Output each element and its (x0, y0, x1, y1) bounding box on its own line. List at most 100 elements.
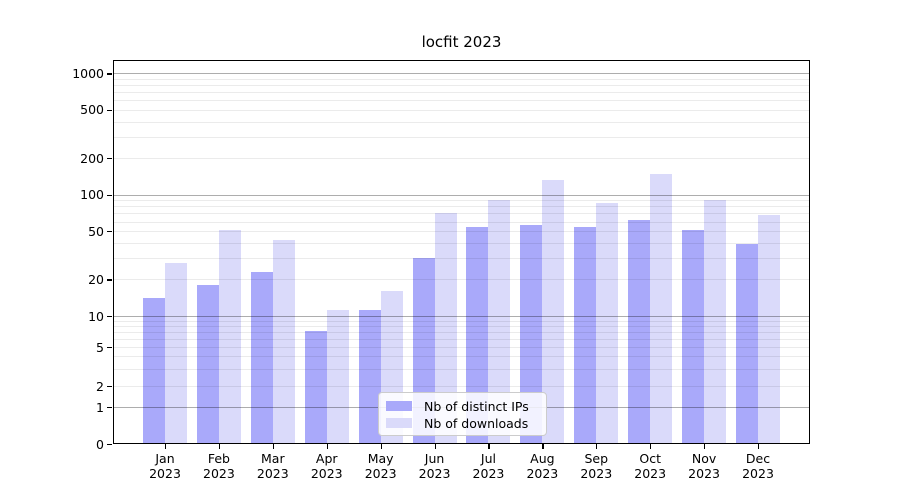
y-gridline-minor (114, 258, 809, 260)
y-gridline-minor (114, 356, 809, 358)
y-axis-tick-label: 5 (96, 339, 104, 355)
y-gridline-minor (114, 136, 809, 138)
bar-distinct-ips (358, 310, 381, 443)
y-axis-tick-label: 100 (80, 187, 104, 203)
y-gridline-minor (114, 121, 809, 123)
y-axis-tick-mark (107, 231, 112, 233)
y-gridline-minor (114, 325, 809, 327)
y-axis-tick-label: 10 (88, 308, 104, 324)
y-axis-tick-mark (107, 347, 112, 349)
x-axis-tick-label: Jul 2023 (472, 451, 505, 481)
x-axis-tick-label: Mar 2023 (256, 451, 289, 481)
x-axis-tick-label: Oct 2023 (634, 451, 667, 481)
bar-distinct-ips (143, 297, 165, 443)
y-gridline-minor (114, 78, 809, 80)
x-axis-tick-label: Sep 2023 (580, 451, 613, 481)
y-gridline-minor (114, 221, 809, 223)
legend: Nb of distinct IPs Nb of downloads (378, 392, 547, 436)
bar-distinct-ips (682, 229, 705, 443)
y-gridline-minor (114, 100, 809, 102)
y-axis-tick-mark (107, 109, 112, 112)
bar-distinct-ips (466, 226, 489, 443)
bar-downloads (704, 199, 727, 443)
bar-distinct-ips (628, 220, 651, 443)
y-gridline-minor (114, 242, 809, 244)
bar-downloads (758, 215, 780, 443)
x-axis-tick-label: Dec 2023 (742, 451, 774, 481)
y-axis-tick-label: 20 (88, 271, 104, 287)
bar-downloads (542, 180, 565, 443)
y-gridline-major (114, 194, 809, 196)
y-axis-tick-label: 50 (88, 223, 104, 239)
x-axis-tick-mark (326, 444, 328, 449)
y-gridline-minor (114, 331, 809, 333)
legend-swatch-downloads (386, 418, 412, 428)
bar-distinct-ips (196, 284, 219, 443)
x-axis-tick-mark (704, 444, 706, 449)
bar-downloads (272, 239, 295, 443)
y-axis-tick-mark (107, 279, 112, 281)
bar-distinct-ips (250, 271, 273, 443)
y-axis-tick-mark (107, 407, 112, 409)
legend-label-distinct-ips: Nb of distinct IPs (424, 398, 529, 414)
y-gridline-minor (114, 279, 809, 281)
bar-downloads (488, 199, 511, 443)
plot-area (113, 60, 810, 444)
bar-distinct-ips (304, 331, 327, 443)
bar-distinct-ips (736, 243, 758, 443)
y-axis-tick-mark (107, 316, 112, 318)
y-gridline-minor (114, 386, 809, 387)
x-axis-tick-label: Nov 2023 (688, 451, 720, 481)
bar-downloads (218, 229, 241, 443)
x-axis-tick-label: Apr 2023 (310, 451, 343, 481)
y-gridline-minor (114, 92, 809, 94)
x-axis-tick-mark (488, 444, 490, 449)
y-axis-tick-mark (107, 194, 112, 196)
bar-downloads (650, 173, 673, 443)
legend-item-distinct-ips: Nb of distinct IPs (386, 398, 538, 414)
y-axis-tick-mark (107, 158, 112, 160)
y-gridline-minor (114, 320, 809, 322)
x-axis-tick-mark (165, 444, 167, 449)
y-axis-tick-label: 1 (96, 399, 104, 415)
y-gridline-minor (114, 368, 809, 370)
y-axis-tick-label: 500 (80, 102, 104, 118)
x-axis-tick-mark (542, 444, 544, 449)
y-axis-tick-label: 0 (96, 436, 104, 452)
y-gridline-minor (114, 206, 809, 208)
y-axis-tick-mark (107, 386, 112, 388)
y-gridline-minor (114, 231, 809, 233)
legend-swatch-distinct-ips (386, 401, 412, 411)
x-axis-tick-mark (218, 444, 221, 449)
y-gridline-minor (114, 158, 809, 160)
y-gridline-major (114, 316, 809, 317)
y-gridline-minor (114, 200, 809, 202)
y-axis-tick-label: 200 (80, 150, 104, 166)
chart-title: locfit 2023 (421, 33, 502, 51)
legend-label-downloads: Nb of downloads (424, 415, 529, 431)
bar-distinct-ips (574, 226, 597, 443)
x-axis-tick-mark (596, 444, 598, 449)
x-axis-tick-mark (434, 444, 436, 449)
bar-downloads (596, 203, 619, 443)
x-axis-tick-mark (272, 444, 274, 449)
x-axis-tick-mark (650, 444, 652, 449)
x-axis-tick-label: Aug 2023 (526, 451, 559, 481)
x-axis-tick-label: Jan 2023 (149, 451, 181, 481)
bar-downloads (326, 310, 349, 443)
x-axis-tick-label: Jun 2023 (418, 451, 451, 481)
x-axis-tick-label: Feb 2023 (203, 451, 235, 481)
y-axis-tick-mark (107, 73, 112, 75)
y-axis-tick-label: 2 (96, 378, 104, 394)
y-gridline-minor (114, 338, 809, 340)
x-axis-tick-label: May 2023 (364, 451, 397, 481)
y-gridline-minor (114, 347, 809, 348)
y-gridline-major (114, 73, 809, 75)
bar-distinct-ips (520, 224, 543, 443)
y-gridline-minor (114, 109, 809, 111)
y-gridline-minor (114, 213, 809, 215)
y-axis-tick-mark (107, 444, 112, 446)
legend-item-downloads: Nb of downloads (386, 415, 538, 431)
bar-downloads (434, 213, 457, 443)
